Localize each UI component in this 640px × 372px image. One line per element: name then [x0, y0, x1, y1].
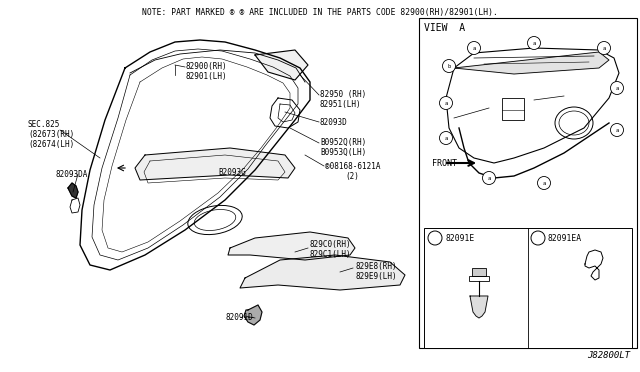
Circle shape	[428, 231, 442, 245]
Text: NOTE: PART MARKED ® ® ARE INCLUDED IN THE PARTS CODE 82900(RH)/82901(LH).: NOTE: PART MARKED ® ® ARE INCLUDED IN TH…	[142, 8, 498, 17]
Text: a: a	[532, 41, 536, 45]
Circle shape	[442, 60, 456, 73]
Text: VIEW  A: VIEW A	[424, 23, 465, 33]
Text: J82800LT: J82800LT	[587, 351, 630, 360]
Bar	[419, 18, 637, 348]
Text: 829C1(LH): 829C1(LH)	[310, 250, 351, 259]
Text: B0952Q(RH): B0952Q(RH)	[320, 138, 366, 147]
Text: 82950 (RH): 82950 (RH)	[320, 90, 366, 99]
Text: a: a	[444, 100, 447, 106]
Circle shape	[440, 96, 452, 109]
Polygon shape	[454, 52, 609, 74]
Text: B0953Q(LH): B0953Q(LH)	[320, 148, 366, 157]
Text: a: a	[616, 128, 619, 132]
Circle shape	[467, 42, 481, 55]
Text: 82951(LH): 82951(LH)	[320, 100, 362, 109]
Text: b: b	[447, 64, 451, 68]
Text: 829C0(RH): 829C0(RH)	[310, 240, 351, 249]
Polygon shape	[255, 50, 308, 80]
Text: (82673(RH): (82673(RH)	[28, 130, 74, 139]
Text: B2093G: B2093G	[218, 168, 246, 177]
Bar	[469, 276, 489, 281]
Text: a: a	[542, 180, 546, 186]
Bar	[502, 98, 524, 120]
Text: a: a	[488, 176, 491, 180]
Bar	[424, 228, 632, 348]
Circle shape	[440, 131, 452, 144]
Text: a: a	[444, 135, 447, 141]
Text: 829E8(RH): 829E8(RH)	[355, 262, 397, 271]
Text: a: a	[616, 86, 619, 90]
Text: 82093D: 82093D	[320, 118, 348, 127]
Text: (2): (2)	[345, 172, 359, 181]
Text: a: a	[602, 45, 605, 51]
Text: (82674(LH): (82674(LH)	[28, 140, 74, 149]
Polygon shape	[240, 255, 405, 290]
Circle shape	[483, 171, 495, 185]
Polygon shape	[135, 148, 295, 180]
Polygon shape	[68, 183, 78, 198]
Text: a: a	[433, 235, 437, 241]
Text: 82091EA: 82091EA	[548, 234, 582, 243]
Text: ®08168-6121A: ®08168-6121A	[325, 162, 381, 171]
Circle shape	[538, 176, 550, 189]
Bar	[472, 268, 486, 276]
Text: 82901(LH): 82901(LH)	[185, 72, 227, 81]
Circle shape	[531, 231, 545, 245]
Text: a: a	[472, 45, 476, 51]
Text: SEC.825: SEC.825	[28, 120, 60, 129]
Text: 82091D: 82091D	[225, 313, 253, 322]
Polygon shape	[470, 296, 488, 318]
Text: 82900(RH): 82900(RH)	[185, 62, 227, 71]
Circle shape	[611, 124, 623, 137]
Circle shape	[611, 81, 623, 94]
Circle shape	[598, 42, 611, 55]
Polygon shape	[244, 305, 262, 325]
Text: FRONT: FRONT	[432, 158, 457, 167]
Circle shape	[527, 36, 541, 49]
Polygon shape	[228, 232, 355, 260]
Text: b: b	[536, 235, 540, 241]
Text: 82091E: 82091E	[445, 234, 474, 243]
Text: 829E9(LH): 829E9(LH)	[355, 272, 397, 281]
Text: 82093DA: 82093DA	[55, 170, 88, 179]
